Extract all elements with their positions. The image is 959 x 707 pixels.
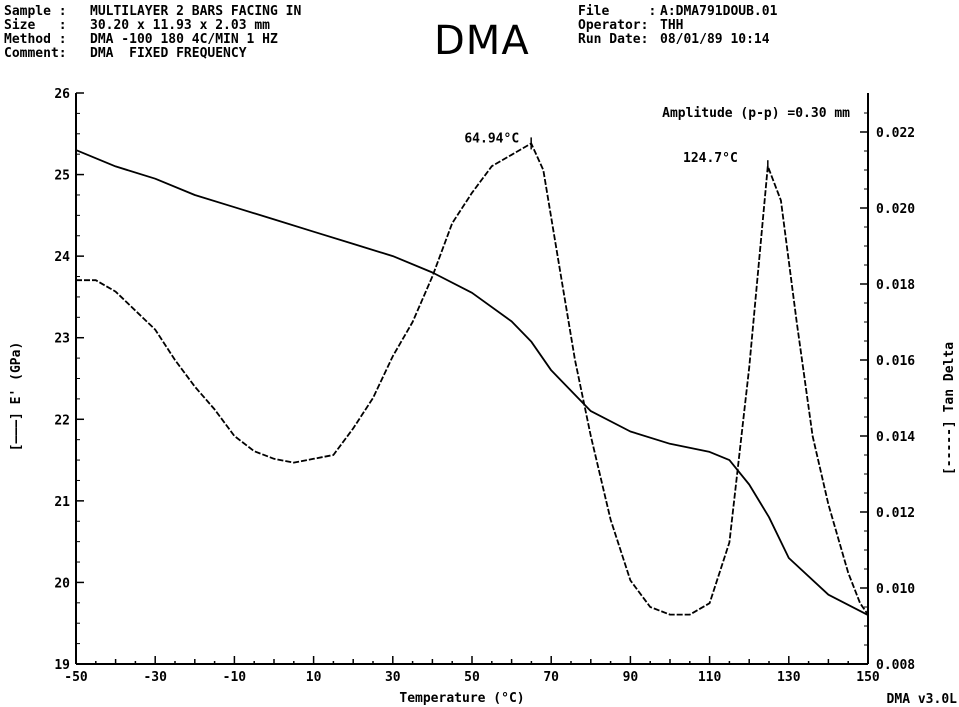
- header-value: DMA FIXED FREQUENCY: [90, 46, 247, 61]
- header-value: MULTILAYER 2 BARS FACING IN: [90, 4, 302, 19]
- y-right-axis-label: [-----] Tan Delta: [942, 342, 957, 475]
- x-tick-label: 110: [698, 670, 722, 685]
- x-tick-label: -10: [223, 670, 247, 685]
- header-value: DMA -100 180 4C/MIN 1 HZ: [90, 32, 278, 47]
- y-left-tick-label: 25: [54, 169, 70, 184]
- y-left-axis-label: [———] E' (GPa): [9, 342, 24, 452]
- chart-title: DMA: [434, 18, 530, 64]
- header-row: Method : DMA -100 180 4C/MIN 1 HZ: [4, 33, 278, 47]
- y-right-tick-label: 0.014: [876, 430, 915, 445]
- header-row: Size : 30.20 x 11.93 x 2.03 mm: [4, 19, 270, 33]
- header-row: Sample : MULTILAYER 2 BARS FACING IN: [4, 5, 301, 19]
- header-row: Operator: THH: [578, 19, 683, 33]
- y-right-tick-label: 0.008: [876, 658, 915, 673]
- x-tick-label: 90: [623, 670, 639, 685]
- header-row: Run Date: 08/01/89 10:14: [578, 33, 770, 47]
- y-left-tick-label: 20: [54, 576, 70, 591]
- amplitude-annotation: Amplitude (p-p) =0.30 mm: [662, 106, 850, 121]
- x-tick-label: -50: [64, 670, 88, 685]
- header-key: Sample :: [4, 4, 67, 19]
- y-right-tick-label: 0.018: [876, 278, 915, 293]
- y-left-tick-label: 22: [54, 413, 70, 428]
- header-value: THH: [660, 18, 684, 33]
- header-value: A:DMA791DOUB.01: [660, 4, 778, 19]
- header-key: Size :: [4, 18, 67, 33]
- y-right-tick-label: 0.016: [876, 354, 915, 369]
- tan-delta-line: [76, 142, 869, 616]
- y-right-tick-label: 0.010: [876, 582, 915, 597]
- y-left-tick-label: 21: [54, 495, 70, 510]
- storage-modulus-line: [75, 149, 869, 616]
- header-row: Comment: DMA FIXED FREQUENCY: [4, 47, 247, 61]
- header-row: File : A:DMA791DOUB.01: [578, 5, 777, 19]
- header-value: 08/01/89 10:14: [660, 32, 770, 47]
- y-right-tick-label: 0.022: [876, 126, 915, 141]
- x-tick-label: -30: [143, 670, 167, 685]
- peak-label: 124.7°C: [683, 151, 738, 166]
- header-key: Comment:: [4, 46, 67, 61]
- y-right-tick-label: 0.012: [876, 506, 915, 521]
- y-right-tick-label: 0.020: [876, 202, 915, 217]
- version-label: DMA v3.0L: [887, 692, 958, 707]
- header-value: 30.20 x 11.93 x 2.03 mm: [90, 18, 271, 33]
- x-tick-label: 50: [464, 670, 480, 685]
- x-tick-label: 10: [306, 670, 322, 685]
- y-left-tick-label: 23: [54, 332, 70, 347]
- x-tick-label: 150: [856, 670, 880, 685]
- header-key: Operator:: [578, 18, 649, 33]
- y-left-tick-label: 26: [54, 87, 70, 102]
- peak-label: 64.94°C: [464, 131, 519, 146]
- y-left-tick-label: 24: [54, 250, 70, 265]
- header-key: Method :: [4, 32, 67, 47]
- x-axis-label: Temperature (°C): [399, 691, 524, 706]
- y-left-tick-label: 19: [54, 658, 70, 673]
- header-key: Run Date:: [578, 32, 649, 47]
- x-tick-label: 30: [385, 670, 401, 685]
- x-tick-label: 70: [543, 670, 559, 685]
- x-tick-label: 130: [777, 670, 801, 685]
- header-key: File :: [578, 4, 657, 19]
